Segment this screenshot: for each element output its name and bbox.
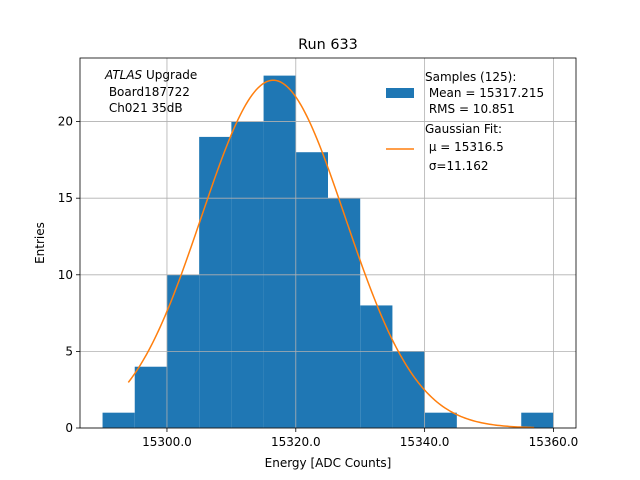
chart-title: Run 633: [298, 37, 358, 53]
x-axis-label: Energy [ADC Counts]: [265, 456, 392, 470]
legend-fit-line-2: μ = 15316.5: [425, 140, 504, 154]
x-tick-label: 15340.0: [400, 435, 450, 449]
histogram-bar: [360, 305, 393, 428]
histogram-bar: [263, 75, 296, 429]
upgrade-label: Upgrade: [142, 68, 197, 82]
y-tick-label: 10: [58, 268, 73, 282]
histogram-bar: [392, 351, 425, 428]
y-axis-label: Entries: [33, 222, 47, 264]
legend-fit-line-1: Gaussian Fit:: [425, 122, 502, 136]
histogram-bar: [199, 136, 232, 428]
y-tick-label: 5: [65, 344, 73, 358]
legend-samples-line-1: Samples (125):: [425, 70, 516, 84]
histogram-bar: [424, 412, 457, 428]
grid-lines: [80, 58, 576, 429]
histogram-bar: [295, 152, 328, 428]
histogram-bar: [521, 412, 554, 428]
atlas-label: ATLAS: [104, 68, 143, 82]
annotation-line-2: Board187722: [105, 85, 190, 99]
y-tick-label: 15: [58, 191, 73, 205]
legend-swatch-samples: [386, 88, 414, 98]
y-axis-ticks: 0 5 10 15 20: [58, 115, 80, 435]
y-tick-label: 0: [65, 421, 73, 435]
plot-frame: [79, 57, 577, 429]
x-tick-label: 15300.0: [142, 435, 192, 449]
histogram-bar: [328, 198, 361, 428]
x-tick-label: 15320.0: [271, 435, 321, 449]
histogram-bar: [102, 412, 135, 428]
legend-fit-line-3: σ=11.162: [425, 159, 488, 173]
annotation-line-1: ATLAS Upgrade: [104, 68, 197, 82]
x-tick-label: 15360.0: [529, 435, 579, 449]
legend-samples-line-3: RMS = 10.851: [425, 102, 515, 116]
legend-samples-line-2: Mean = 15317.215: [425, 86, 544, 100]
legend: Samples (125): Mean = 15317.215 RMS = 10…: [386, 70, 544, 173]
atlas-annotation: ATLAS Upgrade Board187722 Ch021 35dB: [104, 68, 197, 115]
x-axis-ticks: 15300.0 15320.0 15340.0 15360.0: [142, 428, 578, 449]
y-tick-label: 20: [58, 115, 73, 129]
gaussian-fit-curve: [127, 79, 535, 429]
histogram-bar: [134, 366, 167, 428]
annotation-line-3: Ch021 35dB: [105, 101, 183, 115]
